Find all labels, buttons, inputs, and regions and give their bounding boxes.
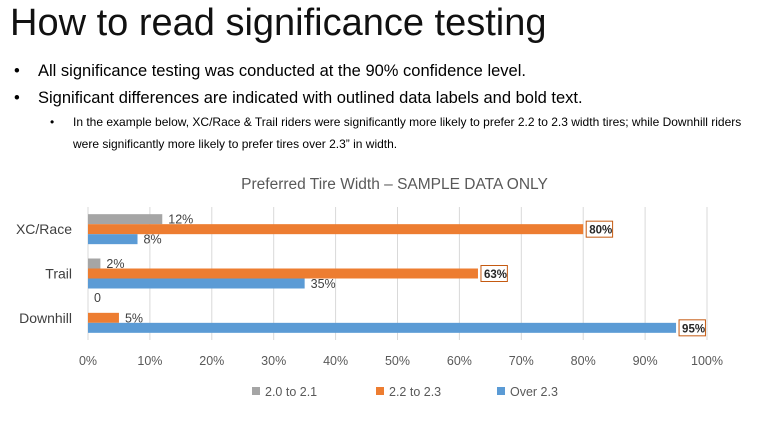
bullet-text: Significant differences are indicated wi… [38,89,583,107]
x-tick-label: 60% [447,354,472,368]
sub-bullet-text: In the example below, XC/Race & Trail ri… [73,115,742,151]
bullet-marker: • [14,62,20,80]
category-label: Trail [45,266,72,282]
data-label-significant: 80% [589,225,612,237]
chart-title: Preferred Tire Width – SAMPLE DATA ONLY [241,176,548,193]
bar [88,278,305,289]
x-tick-label: 70% [509,354,534,368]
data-label: 0 [94,291,101,305]
data-label: 35% [311,277,336,291]
significant-label-box [678,319,706,337]
significant-label-box [480,265,508,282]
x-tick-label: 100% [691,354,723,368]
x-tick-label: 80% [571,354,596,368]
data-label: 8% [144,233,162,247]
data-label-significant: 95% [682,323,705,335]
legend-swatch [252,387,260,395]
legend-swatch [376,387,384,395]
legend-label: 2.0 to 2.1 [265,385,317,399]
x-tick-label: 0% [79,354,97,368]
bar [88,312,119,323]
bullet-text: All significance testing was conducted a… [38,62,526,80]
bar [88,268,478,279]
x-tick-label: 30% [261,354,286,368]
bar [88,224,584,235]
x-tick-label: 90% [633,354,658,368]
bar [88,214,163,225]
data-label-significant: 63% [484,269,507,281]
category-label: XC/Race [16,221,72,237]
sub-bullet-item: • In the example below, XC/Race & Trail … [50,111,765,155]
bullet-marker: • [14,89,20,107]
legend-label: Over 2.3 [510,385,558,399]
bullet-marker: • [50,115,55,129]
bar [88,258,101,269]
bar [88,322,677,333]
significant-label-box [585,220,614,238]
x-tick-label: 20% [199,354,224,368]
data-label: 5% [125,311,143,325]
legend-swatch [497,387,505,395]
legend-label: 2.2 to 2.3 [389,385,441,399]
bar [88,234,138,245]
x-tick-label: 50% [385,354,410,368]
x-tick-label: 40% [323,354,348,368]
category-label: Downhill [19,310,72,326]
data-label: 2% [106,257,124,271]
data-label: 12% [168,213,193,227]
slide-title: How to read significance testing [10,2,547,44]
x-tick-label: 10% [137,354,162,368]
